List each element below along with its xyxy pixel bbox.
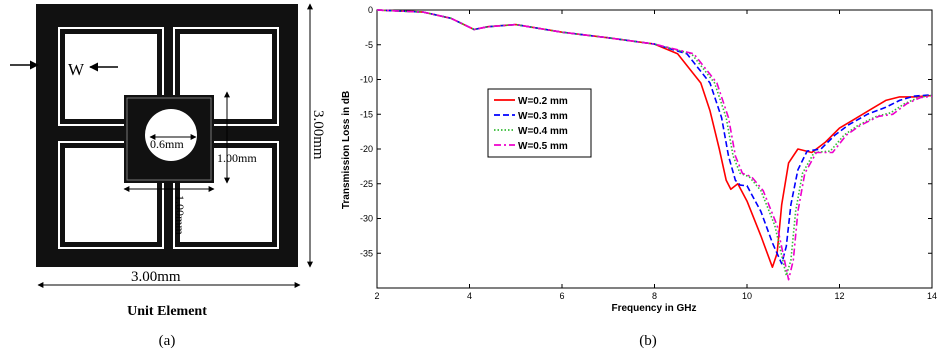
center-hole	[145, 109, 197, 161]
unit-element-title: Unit Element	[127, 304, 207, 319]
hole-label: 0.6mm	[150, 137, 184, 151]
x-tick-label: 10	[742, 291, 752, 301]
inner-height-label: 1.00mm	[217, 151, 257, 165]
y-tick-label: -5	[365, 40, 373, 50]
unit-element-diagram: 0.6mm W 1.00mm 1.00mm 3.00mm 3.00mm Unit…	[10, 3, 326, 349]
caption-b: (b)	[639, 333, 657, 349]
outer-height-label: 3.00mm	[310, 110, 326, 160]
window-outline-bl	[58, 141, 164, 249]
legend: W=0.2 mm W=0.3 mm W=0.4 mm W=0.5 mm	[487, 88, 592, 158]
x-tick-label: 6	[559, 291, 564, 301]
x-tick-label: 8	[652, 291, 657, 301]
x-axis: 2 4 6 8 10 12 14	[374, 10, 937, 301]
y-tick-label: -35	[360, 248, 373, 258]
y-tick-label: -25	[360, 179, 373, 189]
series-line-4	[376, 9, 933, 281]
caption-a: (a)	[159, 333, 176, 349]
y-tick-label: -10	[360, 75, 373, 85]
legend-label-3: W=0.4 mm	[518, 126, 568, 137]
y-axis-label: Transmission Loss in dB	[341, 91, 352, 209]
series-line-2	[376, 9, 933, 265]
outer-width-label: 3.00mm	[131, 269, 181, 285]
y-tick-label: -20	[360, 144, 373, 154]
y-tick-label: -15	[360, 109, 373, 119]
legend-label-2: W=0.3 mm	[518, 111, 568, 122]
y-axis: 0 -5 -10 -15 -20 -25 -30 -35	[360, 5, 932, 258]
y-tick-label: -30	[360, 214, 373, 224]
center-square-outline	[126, 97, 212, 181]
y-tick-label: 0	[368, 5, 373, 15]
legend-label-1: W=0.2 mm	[518, 96, 568, 107]
series-layer	[376, 9, 933, 281]
legend-label-4: W=0.5 mm	[518, 141, 568, 152]
x-axis-label: Frequency in GHz	[611, 303, 696, 314]
w-label: W	[68, 60, 85, 79]
inner-width-label: 1.00mm	[173, 195, 187, 235]
x-tick-label: 14	[927, 291, 937, 301]
window-outline-tl	[58, 27, 164, 126]
x-tick-label: 2	[374, 291, 379, 301]
x-tick-label: 4	[467, 291, 472, 301]
transmission-loss-chart: 2 4 6 8 10 12 14 0 -5 -10 -15 -20 -25 -30 -35 Frequen…	[341, 5, 937, 349]
x-tick-label: 12	[834, 291, 844, 301]
plot-frame	[376, 9, 933, 289]
